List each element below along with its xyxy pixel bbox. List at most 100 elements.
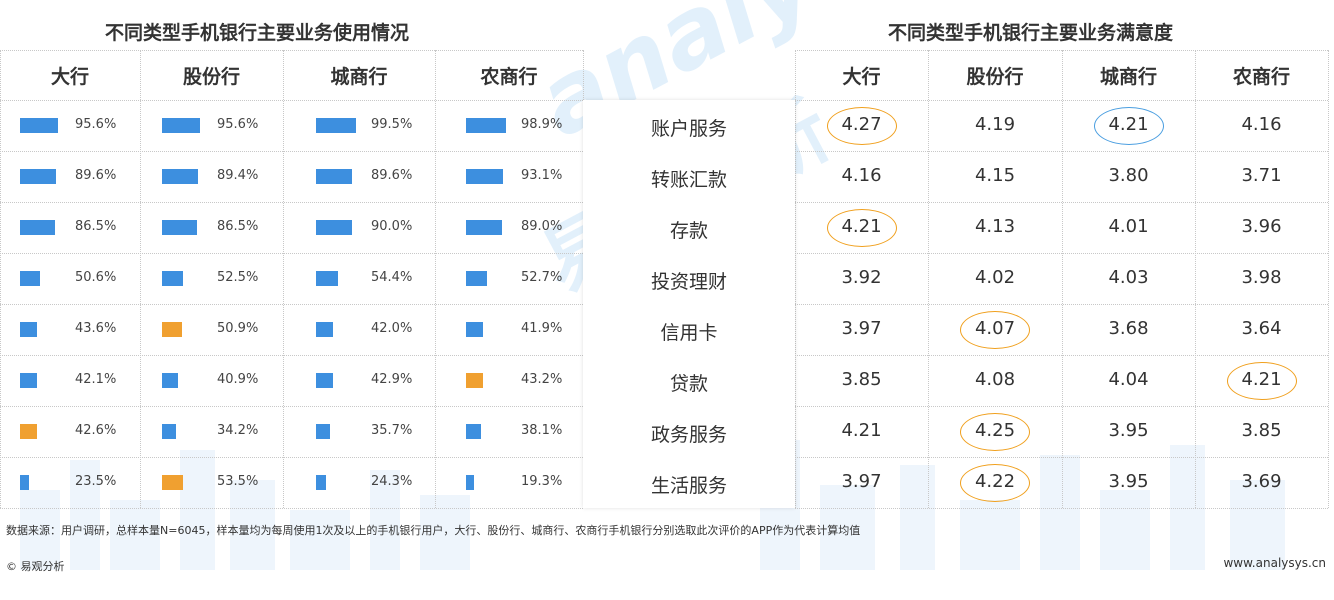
data-source-note: 数据来源：用户调研，总样本量N=6045，样本量均为每周使用1次及以上的手机银行…: [6, 524, 861, 537]
usage-bar: [20, 169, 56, 184]
satisfaction-score: 4.04: [1108, 369, 1149, 390]
category-label: 投资理财: [650, 271, 727, 293]
usage-bar: [162, 373, 179, 388]
grid-hline: [0, 355, 583, 356]
satisfaction-score: 3.97: [841, 318, 882, 339]
usage-value-label: 40.9%: [217, 372, 259, 387]
usage-value-label: 86.5%: [75, 219, 117, 234]
right-header-3: 城商行: [1099, 66, 1157, 88]
satisfaction-score: 3.98: [1241, 267, 1282, 288]
satisfaction-score: 3.69: [1241, 471, 1282, 492]
left-header-3: 城商行: [330, 66, 388, 88]
grid-vline: [1328, 50, 1329, 508]
usage-bar: [162, 220, 197, 235]
grid-hline: [0, 406, 583, 407]
usage-bar: [316, 118, 356, 133]
satisfaction-score: 4.16: [841, 165, 882, 186]
satisfaction-score: 3.64: [1241, 318, 1282, 339]
grid-hline: [0, 253, 583, 254]
brand-copyright: © 易观分析: [6, 560, 65, 573]
satisfaction-score: 4.21: [841, 420, 882, 441]
satisfaction-score: 4.13: [974, 216, 1016, 237]
usage-bar: [316, 220, 352, 235]
usage-value-label: 89.0%: [521, 219, 563, 234]
usage-value-label: 42.6%: [75, 423, 117, 438]
satisfaction-score: 3.97: [841, 471, 882, 492]
grid-hline: [795, 406, 1328, 407]
usage-bar: [162, 424, 176, 439]
usage-value-label: 43.6%: [75, 321, 117, 336]
grid-hline: [795, 508, 1328, 509]
satisfaction-score: 3.80: [1108, 165, 1149, 186]
usage-value-label: 95.6%: [217, 117, 259, 132]
grid-hline: [0, 202, 583, 203]
category-label: 信用卡: [660, 322, 718, 344]
usage-value-label: 50.9%: [217, 321, 259, 336]
grid-hline: [795, 202, 1328, 203]
category-label: 账户服务: [650, 118, 727, 140]
satisfaction-score: 4.19: [974, 114, 1016, 135]
usage-value-label: 42.9%: [371, 372, 413, 387]
usage-bar: [162, 475, 184, 490]
usage-bar: [316, 271, 338, 286]
satisfaction-score: 4.01: [1108, 216, 1149, 237]
category-label: 转账汇款: [650, 169, 727, 191]
highlight-ring: [1226, 362, 1297, 400]
usage-value-label: 93.1%: [521, 168, 563, 183]
usage-value-label: 90.0%: [371, 219, 413, 234]
usage-bar: [316, 373, 334, 388]
category-label: 贷款: [669, 373, 708, 395]
grid-vline: [283, 50, 284, 508]
website-url: www.analysys.cn: [1223, 556, 1326, 570]
usage-bar: [316, 475, 326, 490]
usage-bar: [20, 373, 37, 388]
grid-hline: [0, 304, 583, 305]
satisfaction-score: 3.92: [841, 267, 882, 288]
category-label: 政务服务: [650, 424, 727, 446]
usage-value-label: 24.3%: [371, 474, 413, 489]
usage-value-label: 53.5%: [217, 474, 259, 489]
satisfaction-score: 4.03: [1108, 267, 1149, 288]
right-header-1: 大行: [842, 66, 881, 88]
usage-bar: [162, 322, 183, 337]
category-panel: 账户服务转账汇款存款投资理财信用卡贷款政务服务生活服务: [583, 100, 795, 508]
category-label: 存款: [669, 220, 708, 242]
grid-hline: [0, 50, 583, 51]
right-table-title: 不同类型手机银行主要业务满意度: [888, 22, 1174, 44]
usage-value-label: 99.5%: [371, 117, 413, 132]
grid-vline: [435, 50, 436, 508]
satisfaction-score: 3.95: [1108, 471, 1149, 492]
usage-value-label: 19.3%: [521, 474, 563, 489]
highlight-ring: [826, 209, 897, 247]
usage-bar: [466, 220, 502, 235]
usage-value-label: 89.6%: [371, 168, 413, 183]
usage-value-label: 89.4%: [217, 168, 259, 183]
satisfaction-score: 3.71: [1241, 165, 1282, 186]
category-label: 生活服务: [650, 475, 727, 497]
grid-vline: [140, 50, 141, 508]
grid-vline: [1062, 50, 1063, 508]
grid-hline: [795, 355, 1328, 356]
satisfaction-score: 3.85: [1241, 420, 1282, 441]
right-header-4: 农商行: [1232, 66, 1290, 88]
usage-bar: [316, 169, 352, 184]
left-chart-title: 不同类型手机银行主要业务使用情况: [105, 22, 410, 44]
usage-bar: [162, 169, 198, 184]
usage-value-label: 23.5%: [75, 474, 117, 489]
usage-value-label: 52.7%: [521, 270, 563, 285]
usage-bar: [20, 118, 59, 133]
grid-hline: [0, 100, 583, 101]
usage-bar: [20, 475, 30, 490]
usage-value-label: 42.1%: [75, 372, 117, 387]
grid-vline: [0, 50, 1, 508]
usage-bar: [20, 220, 55, 235]
highlight-ring: [960, 464, 1030, 502]
satisfaction-score: 4.08: [974, 369, 1016, 390]
usage-value-label: 54.4%: [371, 270, 413, 285]
grid-hline: [795, 253, 1328, 254]
highlight-ring: [960, 413, 1030, 451]
satisfaction-score: 3.96: [1241, 216, 1282, 237]
usage-bar: [466, 169, 504, 184]
usage-value-label: 34.2%: [217, 423, 259, 438]
usage-bar: [162, 271, 183, 286]
